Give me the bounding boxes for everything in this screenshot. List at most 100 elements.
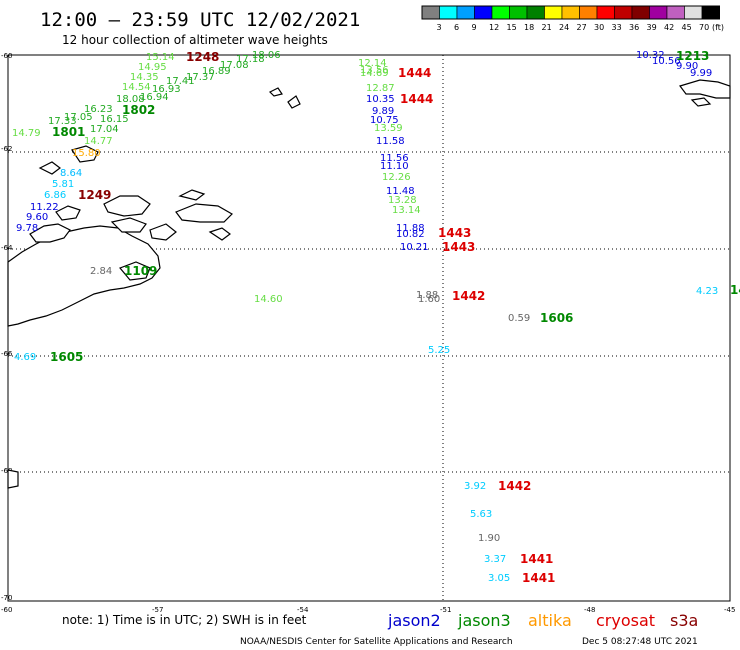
swh-observation: 11.22 bbox=[30, 202, 59, 213]
lat-label: -62 bbox=[1, 145, 12, 153]
pass-time-label: 1109 bbox=[124, 264, 157, 278]
lon-label: -57 bbox=[152, 606, 163, 614]
lat-label: -64 bbox=[1, 244, 13, 252]
swh-observation: 17.05 bbox=[64, 112, 93, 123]
legend-value: 24 bbox=[559, 23, 569, 32]
swh-observation: 13.14 bbox=[392, 205, 421, 216]
legend-value: 27 bbox=[577, 23, 587, 32]
pass-time-label: 1443 bbox=[438, 226, 471, 240]
swh-observation: 1.90 bbox=[478, 533, 500, 544]
swh-observation: 16.23 bbox=[84, 104, 113, 115]
page-title: 12:00 – 23:59 UTC 12/02/2021 bbox=[40, 9, 360, 31]
legend-swatch bbox=[614, 5, 633, 20]
legend-value: 12 bbox=[489, 23, 499, 32]
pass-time-label: 1801 bbox=[52, 125, 85, 139]
swh-observation: 3.92 bbox=[464, 481, 486, 492]
swh-observation: 11.88 bbox=[396, 223, 425, 234]
swh-observation: 9.99 bbox=[690, 68, 712, 79]
swh-observation: 18.06 bbox=[252, 50, 281, 61]
swh-observation: 10.32 bbox=[636, 50, 665, 61]
swh-observation: 10.82 bbox=[396, 229, 425, 240]
swh-observation: 9.89 bbox=[372, 106, 394, 117]
pass-time-label: 1444 bbox=[400, 92, 433, 106]
legend-value: 42 bbox=[664, 23, 674, 32]
swh-observation: 14.79 bbox=[12, 128, 41, 139]
legend-swatch bbox=[631, 5, 650, 20]
legend-swatch bbox=[491, 5, 510, 20]
lat-label: -70 bbox=[1, 594, 12, 602]
legend-value: 45 bbox=[682, 23, 692, 32]
legend-value: 70 bbox=[699, 23, 709, 32]
legend-value: 9 bbox=[472, 23, 477, 32]
map-frame bbox=[7, 54, 731, 602]
swh-observation: 18.08 bbox=[116, 94, 145, 105]
lon-label: -60 bbox=[1, 606, 12, 614]
swh-observation: 9.90 bbox=[676, 61, 698, 72]
swh-observation: 11.10 bbox=[380, 161, 409, 172]
swh-observation: 2.84 bbox=[90, 266, 112, 277]
swh-observation: 10.35 bbox=[366, 94, 395, 105]
swh-observation: 5.63 bbox=[470, 509, 492, 520]
swh-observation: 5.25 bbox=[428, 345, 450, 356]
swh-observation: 9.78 bbox=[16, 223, 38, 234]
satellite-jason3: jason3 bbox=[457, 611, 511, 630]
legend-swatch bbox=[561, 5, 580, 20]
legend-swatch bbox=[701, 5, 720, 20]
swh-observation: 16.89 bbox=[202, 66, 231, 77]
swh-observation: 13.28 bbox=[388, 195, 417, 206]
swh-observation: 0.59 bbox=[508, 313, 530, 324]
legend-value: 36 bbox=[629, 23, 639, 32]
lat-label: -66 bbox=[1, 350, 13, 358]
pass-time-label: 1443 bbox=[442, 240, 475, 254]
pass-time-label: 1442 bbox=[498, 479, 531, 493]
satellite-altika: altika bbox=[528, 611, 572, 630]
legend-value: 15 bbox=[507, 23, 517, 32]
swh-observation: 5.81 bbox=[52, 179, 74, 190]
pass-time-label: 1802 bbox=[122, 103, 155, 117]
antarctic-peninsula bbox=[7, 79, 731, 489]
legend-swatch bbox=[579, 5, 598, 20]
legend-swatch bbox=[526, 5, 545, 20]
legend-swatch bbox=[649, 5, 668, 20]
legend-swatch bbox=[684, 5, 703, 20]
pass-time-label: 1441 bbox=[520, 552, 553, 566]
lon-label: -48 bbox=[584, 606, 595, 614]
graticule bbox=[8, 55, 730, 601]
pass-time-label: 1441 bbox=[522, 571, 555, 585]
swh-observation: 10.75 bbox=[370, 115, 399, 126]
footnote: note: 1) Time is in UTC; 2) SWH is in fe… bbox=[62, 613, 307, 627]
swh-observation: 12.14 bbox=[358, 58, 387, 69]
pass-time-label: 1442 bbox=[452, 289, 485, 303]
legend-swatch bbox=[421, 5, 440, 20]
swh-observation: 14.35 bbox=[130, 72, 159, 83]
swh-observation: 3.05 bbox=[488, 573, 510, 584]
swh-observation: 8.64 bbox=[60, 168, 82, 179]
swh-observation: 16.94 bbox=[140, 92, 169, 103]
swh-observation: 11.56 bbox=[380, 153, 409, 164]
satellite-jason2: jason2 bbox=[387, 611, 441, 630]
legend-swatch bbox=[509, 5, 528, 20]
swh-observation: 14.54 bbox=[122, 82, 151, 93]
generation-timestamp: Dec 5 08:27:48 UTC 2021 bbox=[582, 637, 698, 647]
swh-observation: 16.93 bbox=[152, 84, 181, 95]
lat-label: -60 bbox=[1, 52, 12, 60]
swh-observation: 4.23 bbox=[696, 286, 718, 297]
axis-labels: -60 -62 -64 -66 -68 -70 -60 -57 -54 -51 … bbox=[1, 52, 735, 614]
wave-height-legend: 3 6 9 12 15 18 21 24 27 30 33 36 39 42 45 70 (ft) bbox=[421, 5, 724, 32]
page-subtitle: 12 hour collection of altimeter wave hei… bbox=[62, 33, 328, 47]
legend-swatch bbox=[544, 5, 563, 20]
swh-observation: 11.58 bbox=[376, 136, 405, 147]
pass-time-label: 1249 bbox=[78, 188, 111, 202]
pass-time-label: 14 bbox=[730, 283, 740, 297]
swh-observation: 17.37 bbox=[186, 72, 215, 83]
legend-swatch bbox=[439, 5, 458, 20]
swh-observation: 13.56 bbox=[360, 65, 389, 76]
swh-observation: 3.37 bbox=[484, 554, 506, 565]
swh-observation: 12.26 bbox=[382, 172, 411, 183]
legend-swatch bbox=[474, 5, 493, 20]
swh-observation: 15.80 bbox=[72, 148, 101, 159]
swh-observation: 17.41 bbox=[166, 76, 195, 87]
pass-time-label: 1213 bbox=[676, 49, 709, 63]
swh-observation: 10.56 bbox=[652, 56, 681, 67]
